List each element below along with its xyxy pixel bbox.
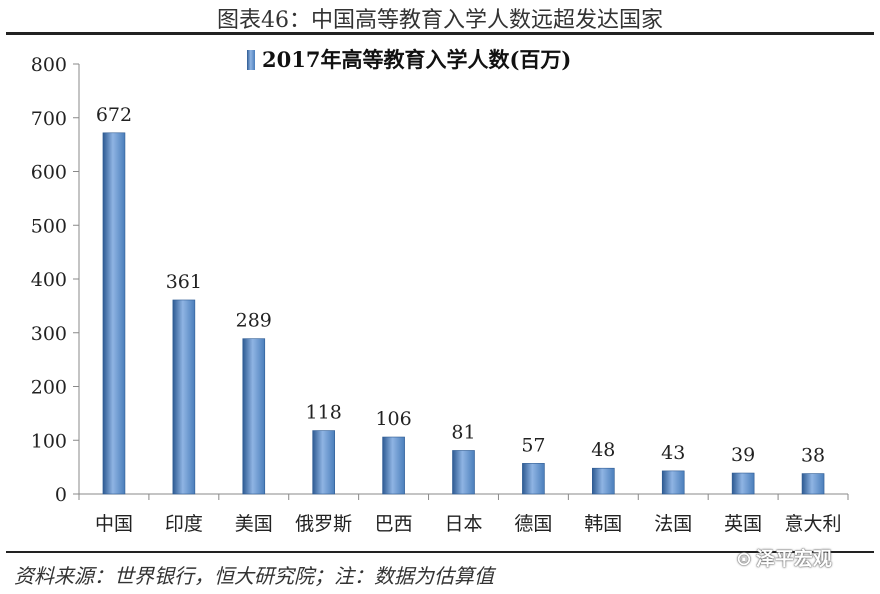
bar xyxy=(522,463,545,495)
x-tick-label: 巴西 xyxy=(375,513,413,535)
y-tick-label: 100 xyxy=(31,430,67,452)
legend-label: 2017年高等教育入学人数(百万) xyxy=(262,47,571,72)
bar xyxy=(592,467,615,495)
data-label: 106 xyxy=(375,408,411,430)
data-label: 118 xyxy=(306,402,342,424)
data-label: 57 xyxy=(521,434,545,456)
bars xyxy=(102,132,825,495)
x-axis: 中国 印度 美国 俄罗斯 巴西 日本 德国 韩国 法国 英国 意大利 xyxy=(78,493,849,535)
y-tick-label: 400 xyxy=(31,269,67,291)
data-label: 361 xyxy=(166,271,202,293)
data-label: 43 xyxy=(661,442,685,464)
top-rule xyxy=(6,32,874,35)
y-tick-label: 500 xyxy=(31,215,67,237)
data-label: 289 xyxy=(236,310,272,332)
watermark-text: 泽平宏观 xyxy=(755,548,832,570)
figure-title: 图表46：中国高等教育入学人数远超发达国家 xyxy=(217,8,663,33)
data-label: 48 xyxy=(591,439,615,461)
x-tick-label: 德国 xyxy=(514,513,552,535)
x-tick-label: 韩国 xyxy=(584,513,622,535)
y-tick-label: 600 xyxy=(31,162,67,184)
bar xyxy=(312,430,335,495)
x-tick-label: 英国 xyxy=(724,513,762,535)
data-labels: 672 361 289 118 106 81 57 48 43 39 38 xyxy=(96,104,825,467)
bar xyxy=(382,436,405,495)
legend-swatch xyxy=(247,50,255,70)
y-tick-label: 700 xyxy=(31,108,67,130)
x-tick-label: 美国 xyxy=(235,513,273,535)
source-note: 资料来源：世界银行，恒大研究院；注：数据为估算值 xyxy=(14,564,494,588)
bar xyxy=(452,450,475,495)
data-label: 81 xyxy=(451,421,475,443)
y-tick-label: 0 xyxy=(55,484,67,506)
watermark: ⊙ 泽平宏观 xyxy=(736,544,832,571)
y-tick-label: 300 xyxy=(31,323,67,345)
x-tick-label: 中国 xyxy=(95,513,133,535)
x-tick-label: 意大利 xyxy=(785,513,842,535)
x-tick-label: 法国 xyxy=(654,513,692,535)
y-axis: 0 100 200 300 400 500 600 700 800 xyxy=(31,54,80,506)
bar xyxy=(102,132,126,495)
bar xyxy=(242,338,266,495)
bottom-rule xyxy=(6,551,874,553)
x-tick-label: 俄罗斯 xyxy=(295,513,352,535)
bar xyxy=(661,470,685,495)
chart-legend: 2017年高等教育入学人数(百万) xyxy=(247,47,571,72)
bar xyxy=(172,299,196,495)
data-label: 38 xyxy=(801,445,825,467)
data-label: 39 xyxy=(731,444,755,466)
x-tick-label: 印度 xyxy=(165,513,203,535)
bar xyxy=(731,472,755,495)
y-tick-label: 800 xyxy=(31,54,67,76)
wechat-icon: ⊙ xyxy=(736,548,752,570)
x-tick-label: 日本 xyxy=(444,513,482,535)
y-tick-label: 200 xyxy=(31,377,67,399)
bar-chart: 2017年高等教育入学人数(百万) 0 100 200 300 400 500 600 700… xyxy=(31,47,849,535)
data-label: 672 xyxy=(96,104,132,126)
bar xyxy=(801,473,825,495)
